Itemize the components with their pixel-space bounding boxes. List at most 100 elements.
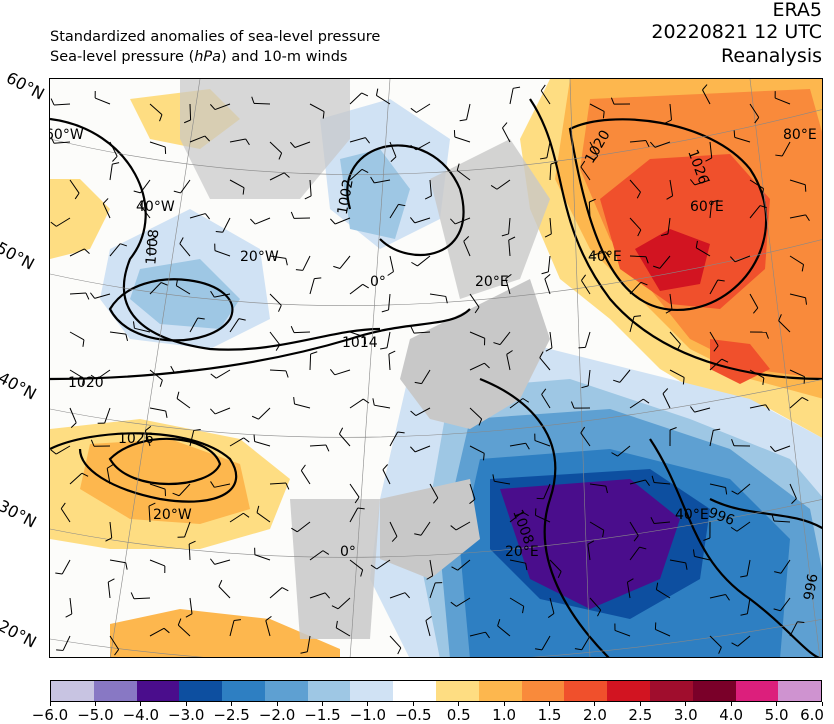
wind-barb: [509, 559, 526, 564]
wind-barb: [107, 582, 111, 599]
colorbar-tickmark: [231, 702, 233, 706]
wind-barb: [389, 431, 399, 447]
wind-barb-flag: [291, 527, 298, 533]
wind-barb: [254, 217, 271, 225]
wind-barb: [69, 369, 84, 379]
wind-barb: [469, 293, 480, 308]
wind-barb-flag: [243, 512, 250, 518]
wind-barb: [429, 559, 434, 576]
wind-barb: [709, 202, 713, 219]
colorbar-bin: [264, 681, 308, 701]
colorbar-tickmark: [276, 702, 278, 706]
wind-barb: [696, 247, 711, 257]
wind-barb: [421, 369, 431, 384]
wind-barb-flag: [185, 613, 193, 618]
wind-barb: [102, 203, 111, 219]
colorbar-tickmark: [94, 702, 96, 706]
wind-barb-flag: [797, 621, 805, 624]
colorbar-tick-label: 5.0: [764, 706, 789, 724]
lon-label-20e: 20°E: [475, 274, 509, 290]
wind-barb-flag: [611, 452, 618, 457]
wind-barb-flag: [81, 472, 89, 477]
valid-datetime: 20220821 12 UTC: [651, 21, 822, 43]
wind-barb: [149, 369, 163, 381]
wind-barb: [749, 205, 761, 219]
colorbar-tick-label: −0.5: [395, 706, 432, 724]
wind-barb: [106, 468, 111, 485]
wind-barb-flag: [522, 606, 525, 614]
wind-barb-flag: [361, 92, 369, 97]
wind-barb-flag: [456, 163, 460, 171]
wind-barb: [549, 217, 552, 234]
wind-barb: [349, 483, 360, 498]
wind-barb: [293, 331, 311, 334]
wind-barb-flag: [204, 213, 211, 220]
wind-barb: [544, 278, 551, 295]
wind-barb: [269, 587, 283, 599]
wind-barb: [144, 430, 151, 447]
wind-barb-flag: [557, 571, 562, 579]
wind-barb: [669, 331, 681, 345]
wind-barb: [778, 320, 791, 333]
colorbar-tick-label: 4.0: [719, 706, 744, 724]
wind-barb: [94, 97, 111, 105]
wind-barb: [749, 369, 765, 379]
wind-barb-flag: [330, 218, 336, 225]
wind-barb: [779, 597, 791, 612]
wind-barb-flag: [655, 582, 659, 590]
wind-barb-flag: [354, 496, 360, 504]
wind-barb-flag: [539, 351, 544, 358]
wind-barb: [774, 520, 791, 523]
wind-barb: [626, 582, 631, 599]
wind-barb-flag: [102, 198, 109, 204]
wind-barb-flag: [450, 525, 457, 531]
wind-barb-flag: [65, 613, 73, 618]
wind-barb-flag: [432, 497, 439, 504]
wind-barb-flag: [209, 558, 216, 565]
wind-barb-flag: [410, 107, 417, 113]
wind-barb: [180, 179, 191, 194]
wind-barb-flag: [544, 233, 552, 238]
wind-barb: [502, 127, 511, 143]
wind-barb: [134, 327, 151, 333]
wind-barb-flag: [703, 537, 711, 541]
wind-barb-flag: [547, 613, 555, 618]
lon-label-40e-bottom: 40°E: [675, 507, 709, 523]
wind-barb-flag: [550, 161, 558, 165]
product-type: Reanalysis: [721, 45, 822, 67]
colorbar-tick-label: 1.5: [537, 706, 562, 724]
wind-barb: [629, 479, 646, 485]
colorbar-tick-label: 3.0: [673, 706, 698, 724]
wind-barb-flag: [492, 474, 495, 482]
wind-barb: [629, 521, 639, 536]
title-suffix: ) and 10-m winds: [221, 49, 348, 65]
wind-barb-flag: [50, 221, 57, 227]
wind-barb: [546, 141, 551, 158]
wind-barb: [774, 97, 791, 105]
wind-barb-flag: [414, 381, 422, 385]
wind-barb-flag: [705, 157, 712, 162]
wind-barb: [589, 597, 602, 611]
wind-barb-flag: [505, 273, 512, 279]
wind-barb: [109, 243, 121, 257]
wind-barb: [376, 559, 391, 570]
wind-barb-flag: [375, 88, 379, 96]
wind-barb: [300, 470, 311, 485]
colorbar-tick-label: 1.0: [492, 706, 517, 724]
wind-barb: [229, 437, 245, 447]
wind-barb: [588, 201, 591, 219]
wind-barb: [309, 444, 326, 447]
wind-barb: [269, 331, 281, 345]
colorbar-tickmark: [639, 702, 641, 706]
wind-barb-flag: [209, 104, 216, 110]
wind-barb-flag: [238, 318, 246, 321]
wind-barb-flag: [361, 168, 369, 173]
wind-barb-flag: [425, 616, 432, 621]
colorbar: [50, 680, 822, 702]
wind-barb: [659, 255, 671, 269]
wind-barb-flag: [290, 325, 295, 333]
wind-barb-flag: [662, 388, 669, 394]
wind-barb: [549, 559, 562, 572]
wind-barb-flag: [539, 157, 548, 160]
wind-barb-flag: [285, 482, 290, 490]
